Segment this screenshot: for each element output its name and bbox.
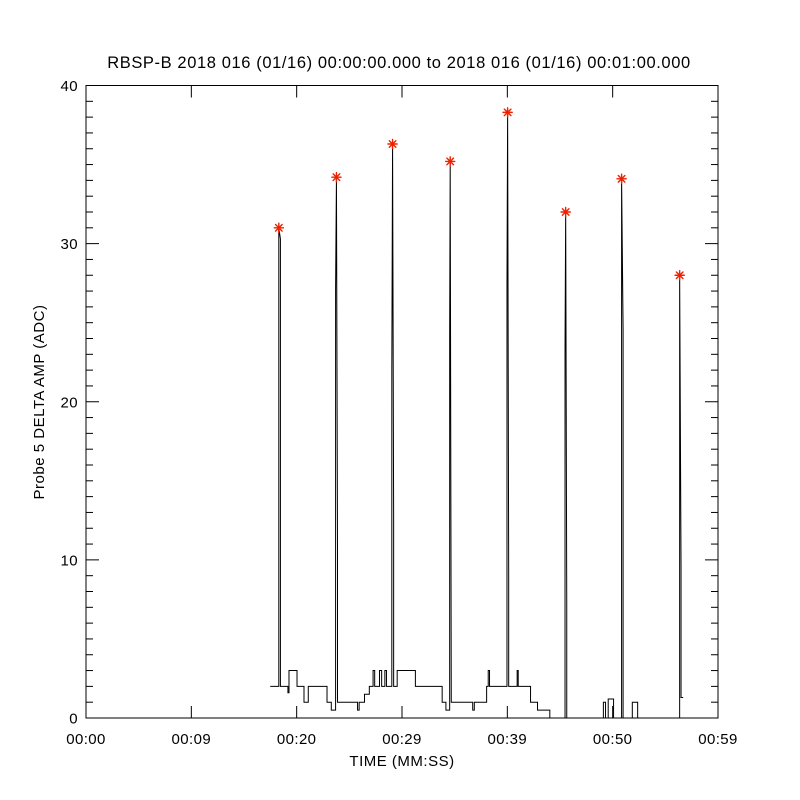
x-tick-labels: 00:00 00:09 00:20 00:29 00:39 00:50 00:59 bbox=[66, 731, 738, 748]
x-tick-label: 00:39 bbox=[488, 731, 528, 748]
peak-asterisk-icon bbox=[616, 173, 627, 185]
peak-asterisk-icon bbox=[502, 107, 513, 118]
peak-asterisk-icon bbox=[674, 269, 685, 281]
y-tick-label: 20 bbox=[61, 394, 79, 411]
x-tick-label: 00:09 bbox=[172, 731, 212, 748]
x-axis-label: TIME (MM:SS) bbox=[349, 753, 454, 770]
peak-asterisk-icon bbox=[444, 156, 456, 167]
peak-asterisk-icon bbox=[273, 222, 285, 234]
axes bbox=[85, 85, 719, 719]
x-tick-label: 00:20 bbox=[277, 731, 317, 748]
peak-asterisk-icon bbox=[331, 171, 342, 183]
x-tick-label: 00:59 bbox=[698, 731, 738, 748]
peak-asterisk-icon bbox=[560, 206, 571, 218]
y-tick-label: 10 bbox=[61, 552, 79, 569]
y-tick-label: 0 bbox=[69, 711, 78, 728]
signal-trace bbox=[270, 112, 684, 719]
y-tick-labels: 0 10 20 30 40 bbox=[61, 78, 79, 728]
x-tick-label: 00:29 bbox=[382, 731, 422, 748]
data-series bbox=[270, 112, 684, 719]
y-axis-label: Probe 5 DELTA AMP (ADC) bbox=[31, 305, 48, 500]
x-tick-label: 00:50 bbox=[593, 731, 633, 748]
y-tick-label: 30 bbox=[61, 236, 79, 253]
x-tick-label: 00:00 bbox=[66, 731, 106, 748]
y-tick-label: 40 bbox=[61, 78, 79, 95]
peak-markers bbox=[273, 107, 685, 281]
chart-title: RBSP-B 2018 016 (01/16) 00:00:00.000 to … bbox=[107, 54, 691, 72]
peak-asterisk-icon bbox=[387, 138, 398, 150]
